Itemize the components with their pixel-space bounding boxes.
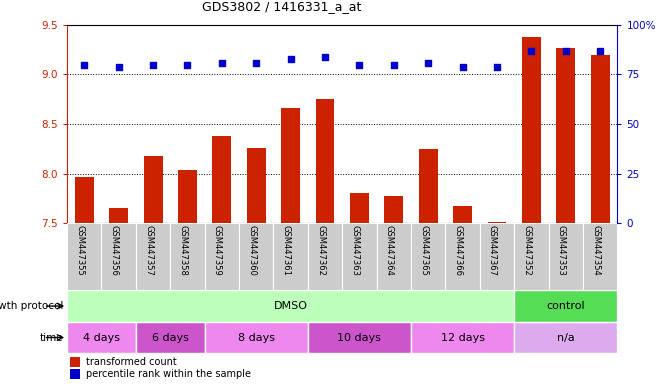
Text: control: control [546, 301, 585, 311]
Bar [514, 322, 617, 353]
Text: GSM447361: GSM447361 [282, 225, 291, 276]
Bar [70, 357, 80, 367]
Bar [453, 206, 472, 223]
Point [389, 61, 399, 68]
Text: GSM447364: GSM447364 [384, 225, 394, 276]
Point [319, 54, 330, 60]
Bar [522, 37, 541, 223]
Bar [590, 55, 609, 223]
Point [423, 60, 433, 66]
Bar [308, 223, 342, 290]
Text: percentile rank within the sample: percentile rank within the sample [87, 369, 252, 379]
Point [148, 61, 158, 68]
Bar [281, 108, 300, 223]
Text: growth protocol: growth protocol [0, 301, 64, 311]
Text: GSM447355: GSM447355 [75, 225, 85, 276]
Bar [384, 196, 403, 223]
Text: GSM447356: GSM447356 [109, 225, 119, 276]
Bar [583, 223, 617, 290]
Point [354, 61, 365, 68]
Text: GSM447360: GSM447360 [247, 225, 256, 276]
Text: GSM447363: GSM447363 [350, 225, 360, 276]
Bar [178, 170, 197, 223]
Text: GDS3802 / 1416331_a_at: GDS3802 / 1416331_a_at [202, 0, 362, 13]
Bar [70, 369, 80, 379]
Point [560, 48, 571, 54]
Bar [411, 223, 446, 290]
Bar [514, 223, 548, 290]
Bar [480, 223, 514, 290]
Bar [109, 208, 128, 223]
Text: 6 days: 6 days [152, 333, 189, 343]
Bar [549, 223, 583, 290]
Text: GSM447357: GSM447357 [144, 225, 153, 276]
Bar [213, 136, 231, 223]
Bar [247, 148, 266, 223]
Point [595, 48, 605, 54]
Text: 8 days: 8 days [238, 333, 274, 343]
Text: GSM447365: GSM447365 [419, 225, 428, 276]
Text: GSM447359: GSM447359 [213, 225, 222, 276]
Bar [144, 156, 162, 223]
Bar [514, 290, 617, 322]
Bar [446, 223, 480, 290]
Text: GSM447353: GSM447353 [557, 225, 566, 276]
Bar [136, 322, 205, 353]
Bar [75, 177, 94, 223]
Point [251, 60, 262, 66]
Bar [308, 322, 411, 353]
Bar [205, 322, 308, 353]
Text: 10 days: 10 days [338, 333, 381, 343]
Text: DMSO: DMSO [274, 301, 307, 311]
Bar [205, 223, 239, 290]
Point [113, 63, 124, 70]
Bar [350, 194, 369, 223]
Bar [556, 48, 575, 223]
Bar [488, 222, 507, 223]
Text: n/a: n/a [557, 333, 574, 343]
Bar [274, 223, 308, 290]
Point [79, 61, 90, 68]
Point [182, 61, 193, 68]
Point [457, 63, 468, 70]
Bar [411, 322, 514, 353]
Text: 4 days: 4 days [83, 333, 120, 343]
Bar [136, 223, 170, 290]
Bar [101, 223, 136, 290]
Bar [419, 149, 437, 223]
Bar [342, 223, 376, 290]
Point [492, 63, 503, 70]
Text: time: time [40, 333, 64, 343]
Text: 12 days: 12 days [441, 333, 484, 343]
Text: GSM447367: GSM447367 [488, 225, 497, 276]
Bar [67, 290, 514, 322]
Point [526, 48, 537, 54]
Text: GSM447362: GSM447362 [316, 225, 325, 276]
Text: GSM447354: GSM447354 [591, 225, 600, 276]
Bar [376, 223, 411, 290]
Bar [67, 223, 101, 290]
Bar [315, 99, 334, 223]
Text: transformed count: transformed count [87, 357, 177, 367]
Point [285, 56, 296, 62]
Bar [67, 322, 136, 353]
Text: GSM447352: GSM447352 [522, 225, 531, 276]
Text: GSM447366: GSM447366 [454, 225, 462, 276]
Text: GSM447358: GSM447358 [178, 225, 187, 276]
Point [217, 60, 227, 66]
Bar [170, 223, 205, 290]
Bar [239, 223, 274, 290]
